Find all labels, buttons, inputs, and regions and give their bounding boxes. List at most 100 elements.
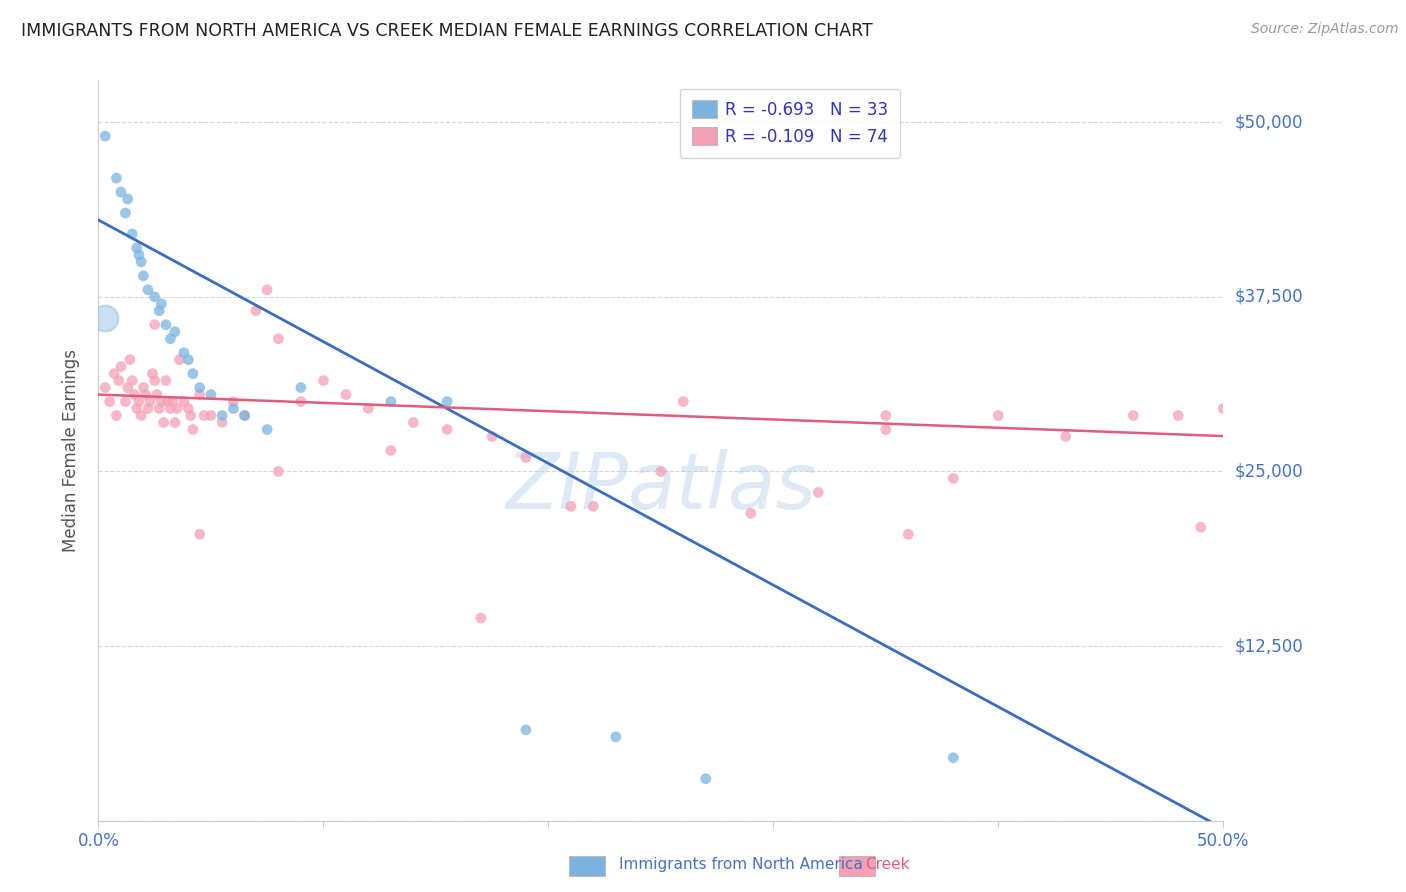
Point xyxy=(515,450,537,465)
Text: $37,500: $37,500 xyxy=(1234,288,1303,306)
Point xyxy=(470,611,492,625)
Point xyxy=(233,409,256,423)
Point xyxy=(200,387,222,401)
Legend: R = -0.693   N = 33, R = -0.109   N = 74: R = -0.693 N = 33, R = -0.109 N = 74 xyxy=(681,88,900,158)
Point xyxy=(897,527,920,541)
Point xyxy=(159,332,181,346)
Point xyxy=(193,409,215,423)
Text: Source: ZipAtlas.com: Source: ZipAtlas.com xyxy=(1251,22,1399,37)
Point xyxy=(114,206,136,220)
Point xyxy=(560,500,582,514)
Point xyxy=(177,401,200,416)
Point xyxy=(650,464,672,478)
Point xyxy=(436,394,458,409)
Point xyxy=(245,303,267,318)
Point xyxy=(180,409,202,423)
Point xyxy=(875,423,897,437)
Y-axis label: Median Female Earnings: Median Female Earnings xyxy=(62,349,80,552)
Point xyxy=(987,409,1010,423)
Point xyxy=(117,192,139,206)
Point xyxy=(110,185,132,199)
Point xyxy=(155,318,177,332)
Point xyxy=(121,374,143,388)
Point xyxy=(125,241,148,255)
Point xyxy=(148,401,170,416)
Point xyxy=(740,506,762,520)
Point xyxy=(942,751,965,765)
Point xyxy=(256,423,278,437)
Point xyxy=(233,409,256,423)
Point xyxy=(188,387,211,401)
Point xyxy=(166,401,188,416)
Point xyxy=(143,290,166,304)
Point xyxy=(143,374,166,388)
Text: $50,000: $50,000 xyxy=(1234,113,1303,131)
Point xyxy=(152,416,174,430)
Point xyxy=(128,248,150,262)
Point xyxy=(117,381,139,395)
Point xyxy=(129,255,152,269)
Point xyxy=(1167,409,1189,423)
Point xyxy=(290,394,312,409)
Point xyxy=(173,345,195,359)
Point xyxy=(290,381,312,395)
Point xyxy=(1122,409,1144,423)
Point xyxy=(132,268,155,283)
Point xyxy=(107,374,129,388)
Point xyxy=(162,394,184,409)
Point xyxy=(312,374,335,388)
Point xyxy=(695,772,717,786)
Text: $12,500: $12,500 xyxy=(1234,637,1303,655)
Text: IMMIGRANTS FROM NORTH AMERICA VS CREEK MEDIAN FEMALE EARNINGS CORRELATION CHART: IMMIGRANTS FROM NORTH AMERICA VS CREEK M… xyxy=(21,22,873,40)
Point xyxy=(380,394,402,409)
Point xyxy=(1212,401,1234,416)
Point xyxy=(181,423,204,437)
Point xyxy=(942,471,965,485)
Point xyxy=(357,401,380,416)
Point xyxy=(211,409,233,423)
Point xyxy=(148,303,170,318)
Point xyxy=(135,387,157,401)
Text: ZIPatlas: ZIPatlas xyxy=(505,450,817,525)
Point xyxy=(118,352,141,367)
Point xyxy=(163,325,186,339)
Point xyxy=(211,416,233,430)
Point xyxy=(515,723,537,737)
Text: $25,000: $25,000 xyxy=(1234,462,1303,481)
Point xyxy=(169,352,191,367)
Point xyxy=(436,423,458,437)
Point xyxy=(177,352,200,367)
Point xyxy=(121,227,143,241)
Point xyxy=(124,387,146,401)
Point xyxy=(146,387,169,401)
Point xyxy=(200,409,222,423)
Point xyxy=(110,359,132,374)
Point xyxy=(163,416,186,430)
Point xyxy=(155,374,177,388)
Point xyxy=(481,429,503,443)
Point xyxy=(222,401,245,416)
Point xyxy=(402,416,425,430)
Point xyxy=(94,381,117,395)
Point xyxy=(188,527,211,541)
Point xyxy=(94,310,117,325)
Point xyxy=(1189,520,1212,534)
Text: Creek: Creek xyxy=(865,857,910,872)
Point xyxy=(143,318,166,332)
Point xyxy=(181,367,204,381)
Point xyxy=(173,394,195,409)
Point xyxy=(159,401,181,416)
Point xyxy=(105,409,128,423)
Point xyxy=(188,381,211,395)
Point xyxy=(875,409,897,423)
Point xyxy=(128,394,150,409)
Point xyxy=(139,394,162,409)
Point xyxy=(157,394,180,409)
Point xyxy=(98,394,121,409)
Point xyxy=(256,283,278,297)
Point xyxy=(114,394,136,409)
Point xyxy=(129,409,152,423)
Point xyxy=(150,297,173,311)
Point xyxy=(672,394,695,409)
Point xyxy=(105,171,128,186)
